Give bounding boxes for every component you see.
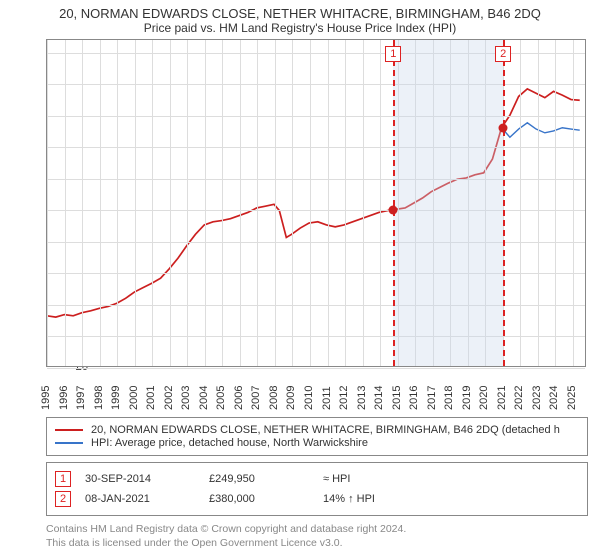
attribution: Contains HM Land Registry data © Crown c…: [46, 522, 588, 556]
x-tick-label: 2004: [198, 370, 210, 410]
legend-row: 20, NORMAN EDWARDS CLOSE, NETHER WHITACR…: [55, 424, 579, 436]
gridline-vertical: [135, 40, 136, 366]
x-tick-label: 1999: [110, 370, 122, 410]
legend-swatch: [55, 429, 83, 431]
shaded-ownership-band: [393, 40, 503, 366]
legend-swatch: [55, 442, 83, 444]
gridline-vertical: [328, 40, 329, 366]
sale-date: 30-SEP-2014: [85, 473, 205, 485]
x-tick-label: 2003: [180, 370, 192, 410]
x-tick-label: 1996: [58, 370, 70, 410]
x-tick-label: 2000: [128, 370, 140, 410]
gridline-vertical: [222, 40, 223, 366]
sale-marker-line: [393, 40, 395, 366]
x-tick-label: 2019: [461, 370, 473, 410]
gridline-vertical: [520, 40, 521, 366]
x-tick-label: 2006: [233, 370, 245, 410]
x-axis-labels: 1995199619971998199920002001200220032004…: [46, 367, 586, 411]
plot-area: 12: [46, 39, 586, 367]
x-tick-label: 1997: [75, 370, 87, 410]
sale-date: 08-JAN-2021: [85, 493, 205, 505]
x-tick-label: 2016: [408, 370, 420, 410]
chart-container: { "title": "20, NORMAN EDWARDS CLOSE, NE…: [0, 0, 600, 556]
x-tick-label: 2012: [338, 370, 350, 410]
chart-area: £0£50K£100K£150K£200K£250K£300K£350K£400…: [46, 39, 588, 411]
legend: 20, NORMAN EDWARDS CLOSE, NETHER WHITACR…: [46, 417, 588, 456]
sale-price: £249,950: [209, 473, 319, 485]
attribution-line: This data is licensed under the Open Gov…: [46, 536, 588, 550]
x-tick-label: 2015: [391, 370, 403, 410]
legend-label: 20, NORMAN EDWARDS CLOSE, NETHER WHITACR…: [91, 424, 560, 436]
sale-row: 2 08-JAN-2021 £380,000 14% ↑ HPI: [55, 489, 579, 509]
gridline-vertical: [363, 40, 364, 366]
sale-price: £380,000: [209, 493, 319, 505]
gridline-vertical: [345, 40, 346, 366]
gridline-vertical: [117, 40, 118, 366]
sale-row: 1 30-SEP-2014 £249,950 ≈ HPI: [55, 469, 579, 489]
x-tick-label: 2010: [303, 370, 315, 410]
gridline-vertical: [187, 40, 188, 366]
sale-number-badge: 2: [55, 491, 71, 507]
attribution-line: Contains HM Land Registry data © Crown c…: [46, 522, 588, 536]
gridline-vertical: [380, 40, 381, 366]
sale-delta: 14% ↑ HPI: [323, 493, 579, 505]
gridline-vertical: [47, 40, 48, 366]
sales-table: 1 30-SEP-2014 £249,950 ≈ HPI 2 08-JAN-2021 £38…: [46, 462, 588, 516]
x-tick-label: 1998: [93, 370, 105, 410]
chart-subtitle: Price paid vs. HM Land Registry's House …: [0, 21, 600, 39]
x-tick-label: 2017: [426, 370, 438, 410]
x-tick-label: 1995: [40, 370, 52, 410]
sale-marker-badge: 1: [385, 46, 401, 62]
x-tick-label: 2024: [548, 370, 560, 410]
x-tick-label: 2008: [268, 370, 280, 410]
x-tick-label: 2025: [566, 370, 578, 410]
gridline-vertical: [538, 40, 539, 366]
gridline-vertical: [292, 40, 293, 366]
x-tick-label: 2005: [215, 370, 227, 410]
chart-title: 20, NORMAN EDWARDS CLOSE, NETHER WHITACR…: [0, 0, 600, 21]
gridline-vertical: [205, 40, 206, 366]
sale-marker-dot: [499, 124, 508, 133]
x-tick-label: 2020: [478, 370, 490, 410]
gridline-vertical: [555, 40, 556, 366]
x-tick-label: 2002: [163, 370, 175, 410]
legend-label: HPI: Average price, detached house, Nort…: [91, 437, 368, 449]
gridline-vertical: [310, 40, 311, 366]
gridline-vertical: [275, 40, 276, 366]
x-tick-label: 2014: [373, 370, 385, 410]
sale-marker-dot: [389, 206, 398, 215]
sale-marker-line: [503, 40, 505, 366]
x-tick-label: 2013: [356, 370, 368, 410]
sale-number-badge: 1: [55, 471, 71, 487]
gridline-vertical: [152, 40, 153, 366]
gridline-vertical: [170, 40, 171, 366]
x-tick-label: 2023: [531, 370, 543, 410]
gridline-vertical: [65, 40, 66, 366]
x-tick-label: 2018: [443, 370, 455, 410]
x-tick-label: 2022: [513, 370, 525, 410]
legend-row: HPI: Average price, detached house, Nort…: [55, 437, 579, 449]
sale-delta: ≈ HPI: [323, 473, 579, 485]
gridline-vertical: [257, 40, 258, 366]
x-tick-label: 2007: [250, 370, 262, 410]
x-tick-label: 2009: [285, 370, 297, 410]
x-tick-label: 2011: [321, 370, 333, 410]
series-hpi: [502, 123, 580, 137]
gridline-vertical: [82, 40, 83, 366]
sale-marker-badge: 2: [495, 46, 511, 62]
gridline-vertical: [100, 40, 101, 366]
x-tick-label: 2021: [496, 370, 508, 410]
gridline-vertical: [240, 40, 241, 366]
gridline-vertical: [573, 40, 574, 366]
x-tick-label: 2001: [145, 370, 157, 410]
